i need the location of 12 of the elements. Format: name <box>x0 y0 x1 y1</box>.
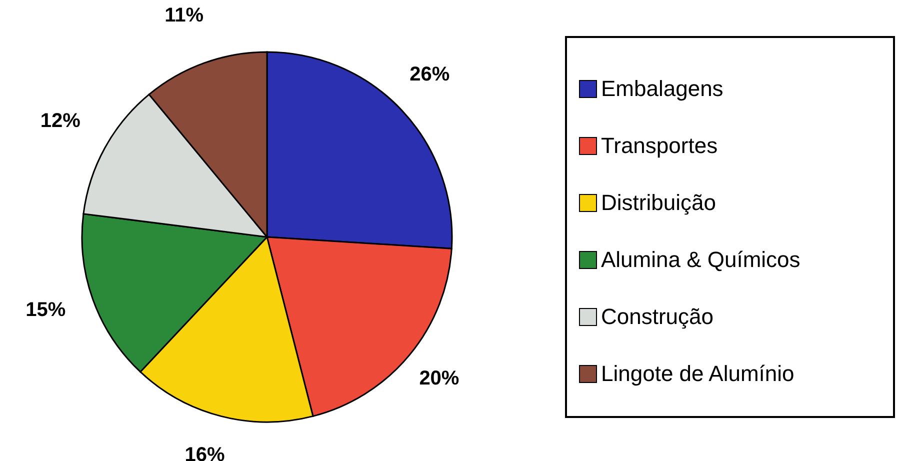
data-label: 26% <box>410 64 450 86</box>
data-label: 20% <box>419 368 460 390</box>
data-label: 12% <box>40 110 81 132</box>
legend-label: Distribuição <box>601 190 716 216</box>
legend-label: Transportes <box>601 132 718 158</box>
legend-label: Construção <box>601 304 714 330</box>
legend-label: Alumina & Químicos <box>601 246 800 272</box>
legend-label: Lingote de Alumínio <box>601 360 794 386</box>
data-label: 15% <box>26 298 66 321</box>
data-label: 16% <box>184 444 226 461</box>
data-label: 11% <box>164 4 204 27</box>
legend-label: Embalagens <box>601 76 724 102</box>
